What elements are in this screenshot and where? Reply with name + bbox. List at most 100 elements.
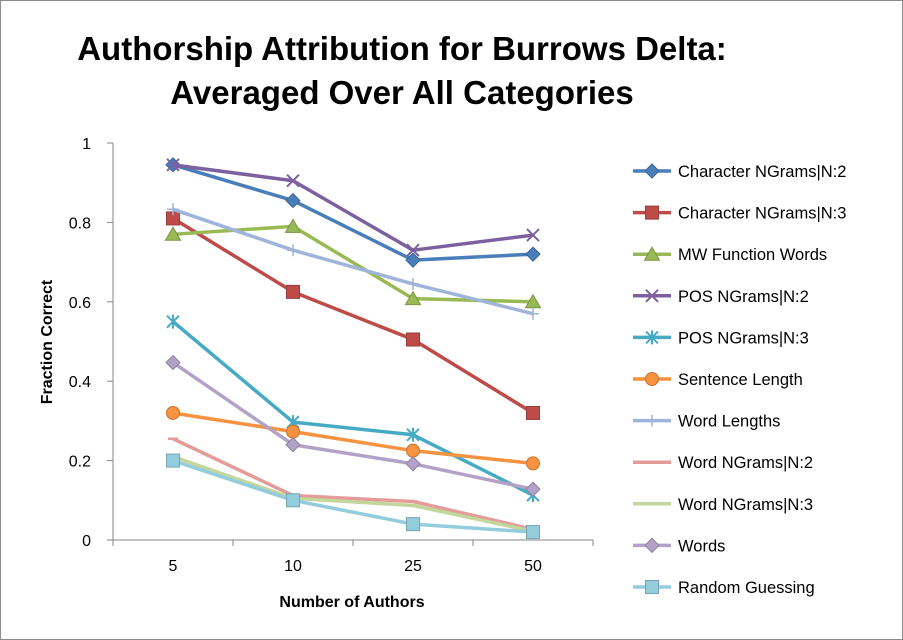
axes [112, 143, 593, 541]
x-tick-label: 50 [524, 558, 542, 575]
series-line-mw-function-words [172, 224, 534, 304]
data-point-word-lengths [407, 277, 419, 290]
legend-label: Word NGrams|N:2 [678, 454, 813, 472]
data-point-pos-ngrams-n-2 [286, 174, 300, 188]
legend-item-sentence-length: Sentence Length [633, 371, 803, 389]
chart-title-line-2: Averaged Over All Categories [170, 74, 633, 111]
data-point-word-lengths [287, 244, 299, 257]
data-point-mw-function-words [404, 290, 422, 306]
legend-label: Word NGrams|N:3 [678, 496, 813, 514]
series-line-word-lengths [172, 207, 534, 316]
data-point-character-ngrams-n-3 [526, 405, 540, 420]
data-point-pos-ngrams-n-2 [166, 158, 180, 172]
data-point-sentence-length [166, 405, 180, 420]
data-point-words [165, 354, 181, 371]
data-point-character-ngrams-n-2 [405, 252, 421, 268]
data-point-random-guessing [286, 493, 300, 508]
legend-label: Character NGrams|N:2 [678, 163, 846, 181]
series-line-character-ngrams-n-3 [172, 216, 534, 415]
series-character-ngrams-n-3 [166, 211, 540, 420]
plot-area [164, 157, 542, 540]
data-point-words [285, 437, 301, 453]
series-word-lengths [167, 203, 539, 320]
y-ticks: 0 0.2 0.4 0.6 0.8 1 [69, 136, 113, 550]
data-point-random-guessing [526, 525, 540, 540]
legend-item-words: Words [633, 537, 725, 555]
legend-item-random-guessing: Random Guessing [633, 579, 815, 597]
data-point-sentence-length [526, 456, 540, 471]
legend-label: POS NGrams|N:2 [678, 288, 809, 306]
series-word-ngrams-n-2 [168, 437, 538, 531]
x-axis-title: Number of Authors [279, 594, 424, 611]
legend-label: Sentence Length [678, 371, 803, 389]
legend-item-mw-function-words: MW Function Words [633, 246, 827, 264]
legend-swatch-marker [645, 330, 659, 345]
y-tick-label: 0.4 [69, 374, 91, 391]
y-tick-label: 1 [82, 136, 91, 153]
data-point-sentence-length [406, 443, 420, 458]
series-words [165, 354, 541, 497]
legend-swatch-marker [644, 163, 660, 179]
x-tick-label: 5 [169, 558, 178, 575]
data-point-character-ngrams-n-2 [525, 246, 541, 262]
y-tick-label: 0 [82, 533, 91, 550]
legend-item-character-ngrams-n-3: Character NGrams|N:3 [633, 205, 846, 223]
data-point-character-ngrams-n-2 [285, 192, 301, 209]
data-point-words [525, 481, 541, 497]
legend-swatch-marker [645, 289, 659, 303]
data-point-word-lengths [167, 203, 179, 216]
data-point-random-guessing [166, 453, 180, 468]
y-axis-title: Fraction Correct [39, 279, 56, 404]
y-tick-label: 0.6 [69, 295, 91, 312]
legend: Character NGrams|N:2 Character NGrams|N:3… [633, 163, 846, 597]
data-point-pos-ngrams-n-3 [406, 427, 420, 442]
legend-swatch-marker [645, 205, 659, 220]
data-point-sentence-length [286, 424, 300, 439]
y-tick-label: 0.2 [69, 454, 91, 471]
legend-swatch-marker [643, 246, 661, 261]
x-ticks: 5 10 25 50 [112, 540, 594, 575]
legend-item-character-ngrams-n-2: Character NGrams|N:2 [633, 163, 846, 181]
data-point-character-ngrams-n-3 [406, 332, 420, 347]
x-tick-label: 10 [284, 558, 302, 575]
legend-swatch-marker [645, 580, 659, 594]
series-line-character-ngrams-n-2 [172, 163, 534, 262]
series-line-sentence-length [172, 411, 534, 466]
series-line-word-ngrams-n-2 [172, 437, 534, 531]
legend-swatch-marker [644, 537, 660, 554]
legend-label: Character NGrams|N:3 [678, 205, 846, 223]
legend-swatch-marker [645, 372, 659, 386]
series-line-words [172, 361, 534, 491]
data-point-word-lengths [527, 307, 539, 320]
data-point-pos-ngrams-n-2 [406, 243, 420, 257]
legend-item-word-ngrams-n-3: Word NGrams|N:3 [633, 496, 813, 514]
series-pos-ngrams-n-2 [166, 158, 540, 257]
legend-label: Words [678, 537, 725, 555]
legend-label: POS NGrams|N:3 [678, 329, 809, 347]
series-line-random-guessing [172, 458, 534, 534]
legend-item-pos-ngrams-n-3: POS NGrams|N:3 [633, 329, 809, 347]
x-tick-label: 25 [404, 558, 422, 575]
legend-item-pos-ngrams-n-2: POS NGrams|N:2 [633, 288, 809, 306]
legend-label: MW Function Words [678, 246, 827, 264]
legend-item-word-ngrams-n-2: Word NGrams|N:2 [633, 454, 813, 472]
legend-item-word-lengths: Word Lengths [633, 413, 780, 431]
data-point-random-guessing [406, 517, 420, 532]
data-point-pos-ngrams-n-3 [166, 314, 180, 329]
data-point-pos-ngrams-n-2 [526, 228, 540, 242]
legend-label: Word Lengths [678, 413, 780, 431]
legend-swatch-marker [646, 414, 658, 427]
data-point-mw-function-words [164, 226, 182, 241]
series-line-pos-ngrams-n-2 [172, 163, 534, 252]
chart-title-line-1: Authorship Attribution for Burrows Delta… [77, 30, 727, 67]
data-point-words [405, 456, 421, 472]
data-point-mw-function-words [284, 218, 302, 233]
series-line-pos-ngrams-n-3 [171, 320, 534, 497]
series-line-word-ngrams-n-3 [172, 454, 534, 533]
series-mw-function-words [164, 218, 542, 309]
data-point-character-ngrams-n-3 [286, 284, 300, 299]
y-tick-label: 0.8 [69, 215, 91, 232]
series-random-guessing [166, 453, 540, 540]
series-character-ngrams-n-2 [165, 157, 541, 268]
